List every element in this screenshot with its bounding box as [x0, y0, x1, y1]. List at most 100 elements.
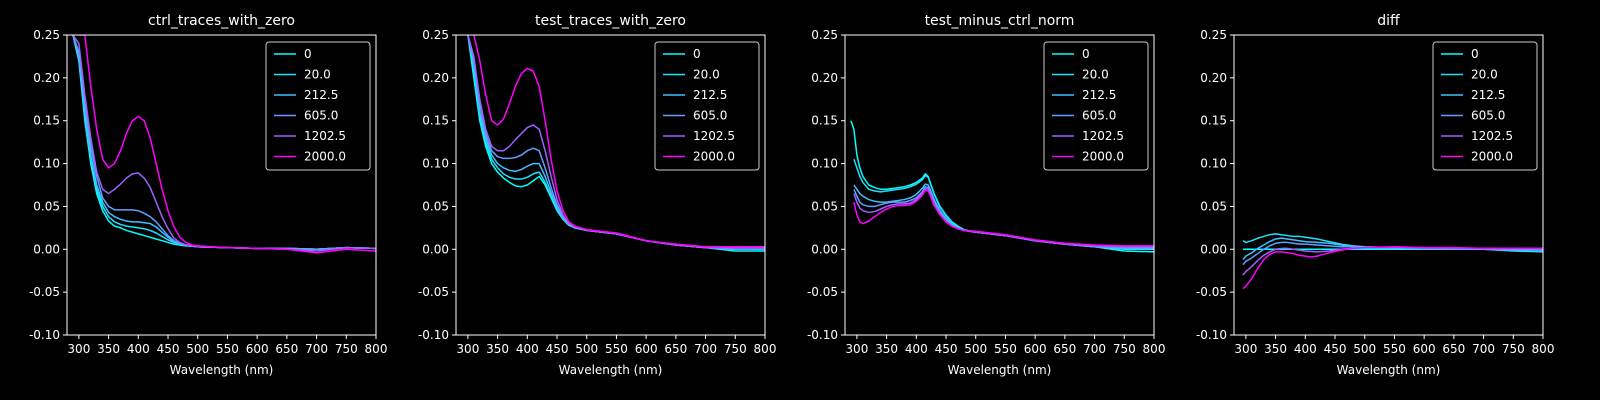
chart-1-legend-label: 20.0: [304, 68, 331, 82]
chart-1-x-tick-label: 650: [275, 342, 298, 356]
chart-4-series-line-4: [1242, 246, 1543, 276]
chart-2-x-tick-label: 800: [754, 342, 777, 356]
chart-3-x-tick-label: 700: [1083, 342, 1106, 356]
chart-4-y-tick-label: -0.05: [1196, 285, 1227, 299]
chart-3-y-tick-label: 0.10: [811, 157, 838, 171]
chart-3-x-tick-label: 400: [905, 342, 928, 356]
chart-2-legend: 0 20.0 212.5 605.0 1202.5 2000.0: [654, 41, 760, 171]
chart-2-x-tick-label: 650: [664, 342, 687, 356]
chart-1-series-line-5: [78, 35, 376, 254]
chart-4-x-tick-label: 350: [1264, 342, 1287, 356]
chart-2-y-tick-label: -0.05: [418, 285, 449, 299]
chart-4-legend-label: 212.5: [1471, 88, 1505, 102]
chart-4-legend-label: 0: [1471, 47, 1479, 61]
chart-2-axes-frame: [455, 34, 766, 336]
chart-3-series-line-5: [853, 189, 1154, 247]
chart-1-y-tick-label: 0.10: [33, 157, 60, 171]
chart-2-y-tick-label: 0.20: [422, 71, 449, 85]
chart-2-legend-label: 1202.5: [693, 129, 735, 143]
chart-1-y-tick-label: -0.10: [29, 328, 60, 342]
chart-4-y-tick-label: 0.20: [1200, 71, 1227, 85]
chart-4-x-tick-label: 450: [1324, 342, 1347, 356]
chart-2-y-tick-label: 0.10: [422, 157, 449, 171]
chart-4-y-tick-label: 0.10: [1200, 157, 1227, 171]
chart-3-x-tick-label: 450: [935, 342, 958, 356]
chart-2-x-tick-label: 600: [635, 342, 658, 356]
chart-1-x-tick-label: 400: [127, 342, 150, 356]
chart-3-series-line-4: [853, 187, 1154, 248]
chart-2-y-tick-label: 0.05: [422, 199, 449, 213]
chart-3-y-tick-label: -0.10: [807, 328, 838, 342]
chart-4-x-tick-label: 550: [1383, 342, 1406, 356]
chart-3-legend-label: 2000.0: [1082, 150, 1124, 164]
chart-4-legend: 0 20.0 212.5 605.0 1202.5 2000.0: [1432, 41, 1538, 171]
chart-3-x-tick-label: 500: [964, 342, 987, 356]
chart-3-x-tick-label: 600: [1024, 342, 1047, 356]
chart-2-series-line-5: [473, 35, 765, 248]
chart-3-y-tick-label: 0.05: [811, 199, 838, 213]
chart-2-y-tick-label: 0.15: [422, 114, 449, 128]
chart-2-y-tick-label: 0.00: [422, 242, 449, 256]
chart-4-legend-label: 1202.5: [1471, 129, 1513, 143]
chart-2-legend-label: 212.5: [693, 88, 727, 102]
chart-2-x-tick-label: 700: [694, 342, 717, 356]
chart-2: test_traces_with_zero Wavelength (nm) 30…: [418, 13, 777, 377]
chart-2-plot-area: [467, 35, 765, 252]
chart-3-y-tick-label: 0.25: [811, 28, 838, 42]
chart-2-y-tick-label: -0.10: [418, 328, 449, 342]
chart-3-plot-area: [850, 120, 1154, 253]
chart-2-legend-label: 605.0: [693, 109, 727, 123]
chart-4-legend-label: 605.0: [1471, 109, 1505, 123]
chart-1-legend-label: 0: [304, 47, 312, 61]
chart-3-y-tick-label: -0.05: [807, 285, 838, 299]
chart-4-x-tick-label: 650: [1442, 342, 1465, 356]
chart-1-legend-label: 605.0: [304, 109, 338, 123]
chart-1-y-tick-label: -0.05: [29, 285, 60, 299]
chart-4-y-tick-label: 0.05: [1200, 199, 1227, 213]
chart-3-axes-frame: [844, 34, 1155, 336]
chart-1-y-tick-label: 0.20: [33, 71, 60, 85]
chart-3-legend-label: 605.0: [1082, 109, 1116, 123]
chart-4-axes-frame: [1233, 34, 1544, 336]
chart-4-plot-area: [1242, 233, 1543, 290]
chart-2-x-tick-label: 550: [605, 342, 628, 356]
chart-3-x-tick-label: 650: [1053, 342, 1076, 356]
chart-4-legend-label: 2000.0: [1471, 150, 1513, 164]
chart-4-x-tick-label: 750: [1502, 342, 1525, 356]
chart-3-legend-label: 212.5: [1082, 88, 1116, 102]
chart-1-y-tick-label: 0.15: [33, 114, 60, 128]
chart-1-legend-label: 2000.0: [304, 150, 346, 164]
chart-1: ctrl_traces_with_zero Wavelength (nm) 30…: [29, 13, 388, 377]
chart-4-y-tick-label: 0.15: [1200, 114, 1227, 128]
chart-2-legend-label: 20.0: [693, 68, 720, 82]
chart-1-legend-label: 212.5: [304, 88, 338, 102]
chart-3-x-tick-label: 300: [845, 342, 868, 356]
chart-3-x-tick-label: 550: [994, 342, 1017, 356]
chart-4-x-tick-label: 300: [1234, 342, 1257, 356]
chart-4-series-line-5: [1242, 245, 1543, 290]
chart-3-legend-label: 20.0: [1082, 68, 1109, 82]
chart-4-title: diff: [1377, 13, 1400, 29]
chart-4-x-axis-label: Wavelength (nm): [1337, 363, 1441, 377]
chart-3-x-axis-label: Wavelength (nm): [948, 363, 1052, 377]
chart-1-x-tick-label: 450: [157, 342, 180, 356]
chart-1-x-tick-label: 350: [97, 342, 120, 356]
chart-2-x-tick-label: 500: [575, 342, 598, 356]
chart-1-y-tick-label: 0.05: [33, 199, 60, 213]
chart-1-x-tick-label: 500: [186, 342, 209, 356]
chart-4-y-tick-label: 0.25: [1200, 28, 1227, 42]
chart-1-x-tick-label: 300: [67, 342, 90, 356]
chart-1-x-tick-label: 800: [365, 342, 388, 356]
chart-2-legend-label: 0: [693, 47, 701, 61]
chart-1-title: ctrl_traces_with_zero: [148, 13, 295, 29]
chart-3: test_minus_ctrl_norm Wavelength (nm) 300…: [807, 13, 1166, 377]
chart-3-title: test_minus_ctrl_norm: [925, 13, 1075, 29]
chart-1-legend-label: 1202.5: [304, 129, 346, 143]
chart-4-x-tick-label: 500: [1353, 342, 1376, 356]
chart-3-y-tick-label: 0.00: [811, 242, 838, 256]
chart-1-plot-area: [72, 35, 376, 254]
chart-4-x-tick-label: 700: [1472, 342, 1495, 356]
chart-4-x-tick-label: 600: [1413, 342, 1436, 356]
chart-3-legend-label: 0: [1082, 47, 1090, 61]
